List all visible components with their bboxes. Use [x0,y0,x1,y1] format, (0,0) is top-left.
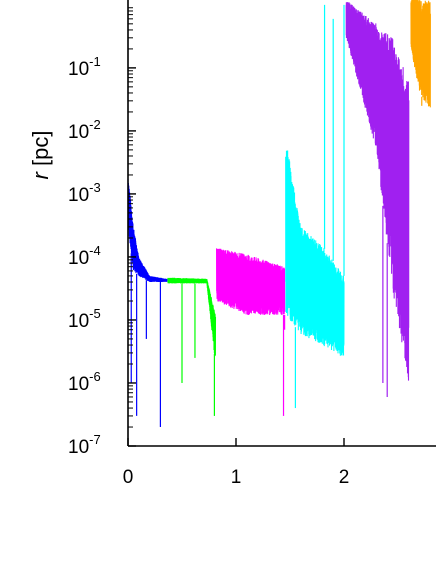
y-tick-base-0: 10 [68,59,89,80]
series-1 [167,277,217,416]
data-layer [127,0,431,428]
y-tick-exp-5: -6 [89,369,101,384]
y-tick-label-6: 10-7 [68,432,101,458]
y-tick-exp-4: -5 [89,306,101,321]
series-4-trace [345,1,410,381]
y-tick-label-5: 10-6 [68,369,101,395]
y-axis-label: r [pc] [28,131,53,180]
y-tick-base-6: 10 [68,437,89,458]
y-tick-label-2: 10-3 [68,180,101,206]
y-axis-label-var: r [28,170,53,179]
series-2 [216,248,286,416]
y-tick-label-0: 10-1 [68,54,101,80]
y-tick-base-4: 10 [68,311,89,332]
y-tick-base-5: 10 [68,374,89,395]
series-2-trace [216,248,286,315]
y-tick-exp-0: -1 [89,54,101,69]
x-tick-label-1: 1 [231,467,242,488]
series-0 [127,178,168,428]
series-5-trace [410,0,431,108]
y-tick-label-3: 10-4 [68,243,101,269]
y-tick-base-3: 10 [68,248,89,269]
y-tick-exp-2: -3 [89,180,101,195]
y-tick-exp-1: -2 [89,117,101,132]
labels-layer: r [pc] [28,131,53,180]
y-tick-exp-6: -7 [89,432,101,447]
y-tick-exp-3: -4 [89,243,101,258]
y-tick-label-4: 10-5 [68,306,101,332]
series-3-trace [285,150,345,356]
x-tick-label-0: 0 [123,467,134,488]
series-3 [285,4,345,409]
series-5 [410,0,431,108]
series-4 [345,1,410,397]
y-tick-base-2: 10 [68,185,89,206]
y-tick-base-1: 10 [68,122,89,143]
x-tick-label-2: 2 [339,467,350,488]
ticks-layer: 10-110-210-310-410-510-610-70 1 2 [68,7,350,488]
series-1-trace [167,277,217,357]
series-0-trace [127,178,168,283]
y-axis-label-unit: [pc] [28,131,53,166]
y-tick-label-1: 10-2 [68,117,101,143]
